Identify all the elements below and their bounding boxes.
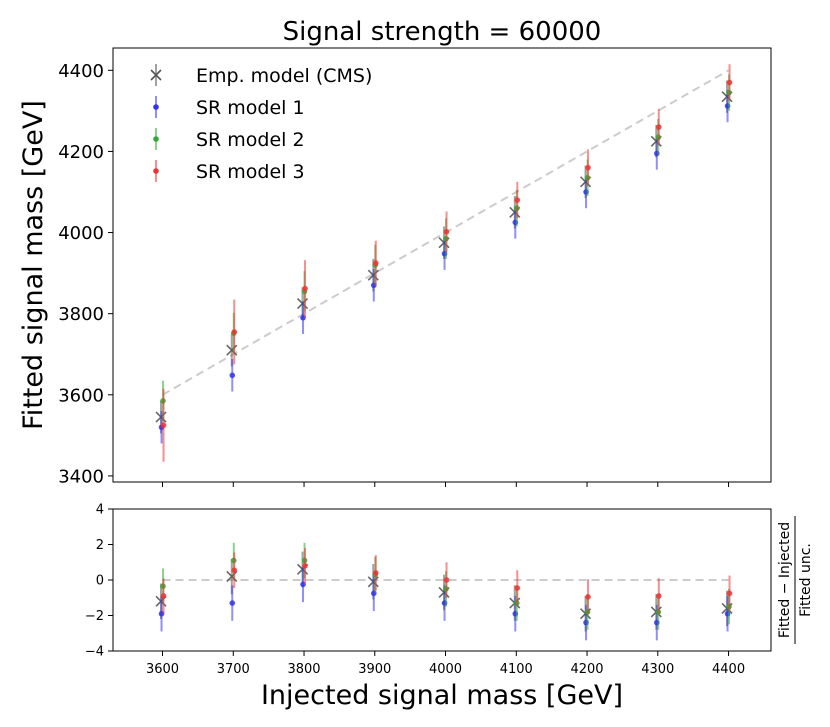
ratio-point bbox=[160, 593, 167, 599]
ratio-point bbox=[443, 577, 450, 583]
ratio-x-tick-label: 3900 bbox=[358, 662, 391, 677]
ratio-panel: 3600 3700 3800 3900 4000 4100 4200 4300 4400 −4 −2… bbox=[85, 503, 772, 677]
main-y-tick-label: 3800 bbox=[58, 304, 104, 325]
legend-label: SR model 2 bbox=[196, 129, 305, 151]
main-point bbox=[514, 197, 521, 203]
main-point bbox=[231, 329, 238, 335]
ratio-x-tick-label: 3700 bbox=[217, 662, 250, 677]
ratio-y-axis-label: Fitted − Injected Fitted unc. bbox=[777, 516, 814, 644]
main-y-tick-label: 4000 bbox=[58, 223, 104, 244]
main-series-sr-model-3 bbox=[160, 64, 733, 462]
main-y-tick-label: 3600 bbox=[58, 385, 104, 406]
ratio-y-tick-label: 4 bbox=[96, 503, 104, 518]
ratio-x-tick-label: 4200 bbox=[570, 662, 603, 677]
main-y-tick-label: 4400 bbox=[58, 61, 104, 82]
ratio-y-tick-label: 0 bbox=[96, 574, 104, 589]
ratio-axes-frame bbox=[112, 508, 772, 652]
ratio-y-label-numerator: Fitted − Injected bbox=[777, 522, 793, 638]
ratio-x-tick-label: 4300 bbox=[641, 662, 674, 677]
legend-marker bbox=[153, 136, 159, 142]
ratio-x-tick-label: 3800 bbox=[287, 662, 320, 677]
ratio-point bbox=[302, 563, 308, 569]
main-point bbox=[229, 372, 236, 379]
main-point bbox=[443, 228, 450, 235]
legend-label: SR model 1 bbox=[196, 97, 305, 119]
legend-item-sr-model-3: SR model 3 bbox=[153, 160, 305, 183]
chart-title: Signal strength = 60000 bbox=[283, 17, 602, 47]
ratio-point bbox=[231, 567, 238, 574]
ratio-x-tick-label: 4000 bbox=[429, 662, 462, 677]
main-y-axis-label: Fitted signal mass [GeV] bbox=[18, 100, 49, 430]
ratio-y-tick-label: −4 bbox=[85, 645, 104, 660]
main-axes-frame bbox=[112, 47, 772, 483]
legend-label: SR model 3 bbox=[196, 161, 305, 183]
legend-item-sr-model-1: SR model 1 bbox=[153, 96, 305, 119]
ratio-y-label-denominator: Fitted unc. bbox=[798, 543, 814, 617]
ratio-point bbox=[655, 593, 662, 599]
main-point bbox=[585, 164, 591, 171]
legend: Emp. model (CMS) SR model 1 SR model 2 SR m… bbox=[150, 64, 372, 183]
ratio-y-tick-label: −2 bbox=[85, 609, 104, 624]
main-point bbox=[372, 260, 379, 266]
x-axis-label: Injected signal mass [GeV] bbox=[261, 680, 623, 711]
main-y-tick-label: 4200 bbox=[58, 142, 104, 163]
main-point bbox=[160, 422, 167, 429]
ratio-point bbox=[229, 600, 236, 606]
ratio-series-sr-model-3 bbox=[160, 548, 733, 615]
main-panel: 3400 3600 3800 4000 4200 4400 Emp. model (CMS)… bbox=[58, 47, 772, 487]
legend-marker bbox=[153, 104, 159, 110]
legend-item-sr-model-2: SR model 2 bbox=[153, 128, 305, 151]
ratio-point bbox=[372, 570, 379, 576]
ratio-x-tick-label: 4400 bbox=[712, 662, 745, 677]
ratio-point bbox=[514, 585, 521, 591]
ratio-point bbox=[585, 594, 591, 600]
ratio-x-tick-label: 4100 bbox=[500, 662, 533, 677]
main-point bbox=[302, 285, 308, 292]
legend-marker bbox=[150, 69, 162, 81]
legend-marker bbox=[153, 168, 159, 174]
legend-item-emp-model-cms: Emp. model (CMS) bbox=[150, 64, 372, 87]
main-point bbox=[726, 79, 733, 86]
main-series-sr-model-1 bbox=[158, 89, 731, 444]
ratio-point bbox=[726, 590, 733, 597]
legend-label: Emp. model (CMS) bbox=[196, 65, 372, 87]
main-point bbox=[655, 124, 662, 130]
ratio-x-tick-label: 3600 bbox=[146, 662, 179, 677]
main-y-tick-label: 3400 bbox=[58, 466, 104, 487]
ratio-y-tick-label: 2 bbox=[96, 538, 104, 553]
